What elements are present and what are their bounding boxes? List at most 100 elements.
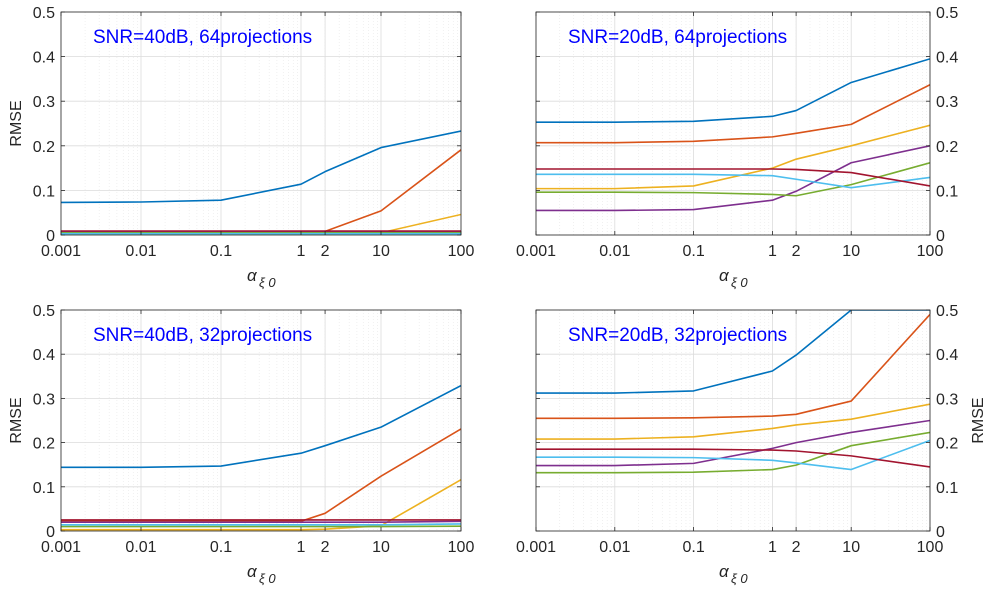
chart-panel-1: 0.001 0.01 0.1 1 2 10 100 0 0.1 0.2 0.3 0.4 0.5 RMSE α…: [8, 5, 474, 290]
x-axis-label: α: [719, 266, 730, 285]
series-group: [536, 58, 930, 212]
series-line-3: [536, 403, 930, 440]
x-tick-label: 0.1: [682, 243, 704, 260]
series-line-7: [536, 448, 930, 468]
x-axis-label-subscript: ξ 0: [259, 275, 276, 290]
y-tick-label: 0.4: [936, 347, 958, 364]
x-tick-label: 0.1: [210, 539, 232, 556]
x-axis-label-subscript: ξ 0: [731, 571, 748, 586]
x-tick-label: 0.001: [516, 243, 556, 260]
y-tick-label: 0.4: [936, 50, 958, 67]
x-tick-label: 2: [792, 243, 801, 260]
series-line-5: [536, 161, 930, 197]
series-line-2: [536, 313, 930, 420]
x-tick-label: 1: [297, 539, 306, 556]
series-line-1: [536, 310, 930, 394]
x-tick-label: 10: [842, 539, 860, 556]
y-tick-label: 0.1: [936, 183, 958, 200]
x-tick-label: 10: [842, 243, 860, 260]
y-tick-label: 0.2: [936, 436, 958, 453]
y-tick-label: 0.3: [936, 94, 958, 111]
x-tick-label: 100: [448, 243, 475, 260]
x-tick-label: 0.01: [599, 539, 630, 556]
x-tick-label: 0.001: [41, 539, 81, 556]
x-tick-label: 100: [917, 539, 944, 556]
axes-box: [535, 309, 931, 532]
x-tick-label: 1: [768, 243, 777, 260]
series-line-6: [61, 523, 461, 526]
x-axis-label: α: [719, 562, 730, 581]
x-axis-label-subscript: ξ 0: [259, 571, 276, 586]
series-line-6: [536, 173, 930, 189]
series-line-1: [61, 384, 461, 469]
y-tick-label: 0.4: [33, 347, 55, 364]
x-tick-label: 10: [372, 243, 390, 260]
y-axis-label: RMSE: [970, 397, 987, 443]
x-tick-label: 0.01: [125, 539, 156, 556]
x-tick-label: 0.1: [210, 243, 232, 260]
x-tick-label: 2: [321, 243, 330, 260]
y-tick-label: 0.2: [936, 139, 958, 156]
panel-annotation: SNR=40dB, 32projections: [93, 325, 312, 346]
x-tick-label: 2: [792, 539, 801, 556]
panel-annotation: SNR=40dB, 64projections: [93, 27, 312, 48]
y-axis-label: RMSE: [8, 397, 25, 443]
y-tick-label: 0.4: [33, 50, 55, 67]
y-tick-label: 0.3: [33, 94, 55, 111]
x-axis-label: α: [247, 562, 258, 581]
series-line-4: [536, 419, 930, 467]
x-tick-label: 100: [448, 539, 475, 556]
y-tick-label: 0: [936, 228, 945, 245]
series-group: [536, 310, 930, 474]
x-tick-label: 0.01: [599, 243, 630, 260]
axes-box: [60, 309, 462, 532]
y-tick-label: 0.5: [936, 303, 958, 320]
plot-area: [536, 310, 930, 531]
x-tick-label: 2: [321, 539, 330, 556]
series-line-2: [61, 428, 461, 523]
y-tick-label: 0.2: [33, 139, 55, 156]
series-line-2: [536, 83, 930, 144]
series-line-7: [536, 168, 930, 187]
y-tick-label: 0.1: [33, 183, 55, 200]
series-line-6: [536, 439, 930, 471]
x-tick-label: 100: [917, 243, 944, 260]
y-tick-label: 0: [936, 524, 945, 541]
axes-box: [60, 11, 462, 236]
y-tick-label: 0.2: [33, 436, 55, 453]
x-tick-label: 0.001: [516, 539, 556, 556]
y-tick-label: 0.5: [33, 5, 55, 22]
x-tick-label: 0.1: [682, 539, 704, 556]
plot-area: [61, 12, 461, 235]
plot-area: [536, 12, 930, 235]
x-tick-label: 0.001: [41, 243, 81, 260]
y-tick-label: 0.3: [936, 391, 958, 408]
series-line-5: [536, 431, 930, 474]
y-tick-label: 0.3: [33, 391, 55, 408]
chart-panel-3: 0.001 0.01 0.1 1 2 10 100 0 0.1 0.2 0.3 0.4 0.5 RMSE α…: [8, 303, 474, 586]
panel-annotation: SNR=20dB, 32projections: [568, 325, 787, 346]
x-axis-label: α: [247, 266, 258, 285]
y-tick-label: 0.5: [33, 303, 55, 320]
series-line-1: [61, 130, 461, 204]
x-tick-label: 0.01: [125, 243, 156, 260]
series-group: [61, 384, 461, 531]
series-line-1: [536, 58, 930, 123]
y-tick-label: 0: [46, 228, 55, 245]
axes-box: [535, 11, 931, 236]
y-tick-label: 0: [46, 524, 55, 541]
x-axis-label-subscript: ξ 0: [731, 275, 748, 290]
x-tick-label: 1: [768, 539, 777, 556]
y-tick-label: 0.1: [33, 480, 55, 497]
series-line-4: [61, 520, 461, 523]
y-axis-label: RMSE: [8, 100, 25, 146]
y-tick-label: 0.1: [936, 480, 958, 497]
series-line-4: [536, 145, 930, 212]
panel-annotation: SNR=20dB, 64projections: [568, 27, 787, 48]
series-line-3: [536, 124, 930, 190]
y-tick-label: 0.5: [936, 5, 958, 22]
x-tick-label: 1: [297, 243, 306, 260]
